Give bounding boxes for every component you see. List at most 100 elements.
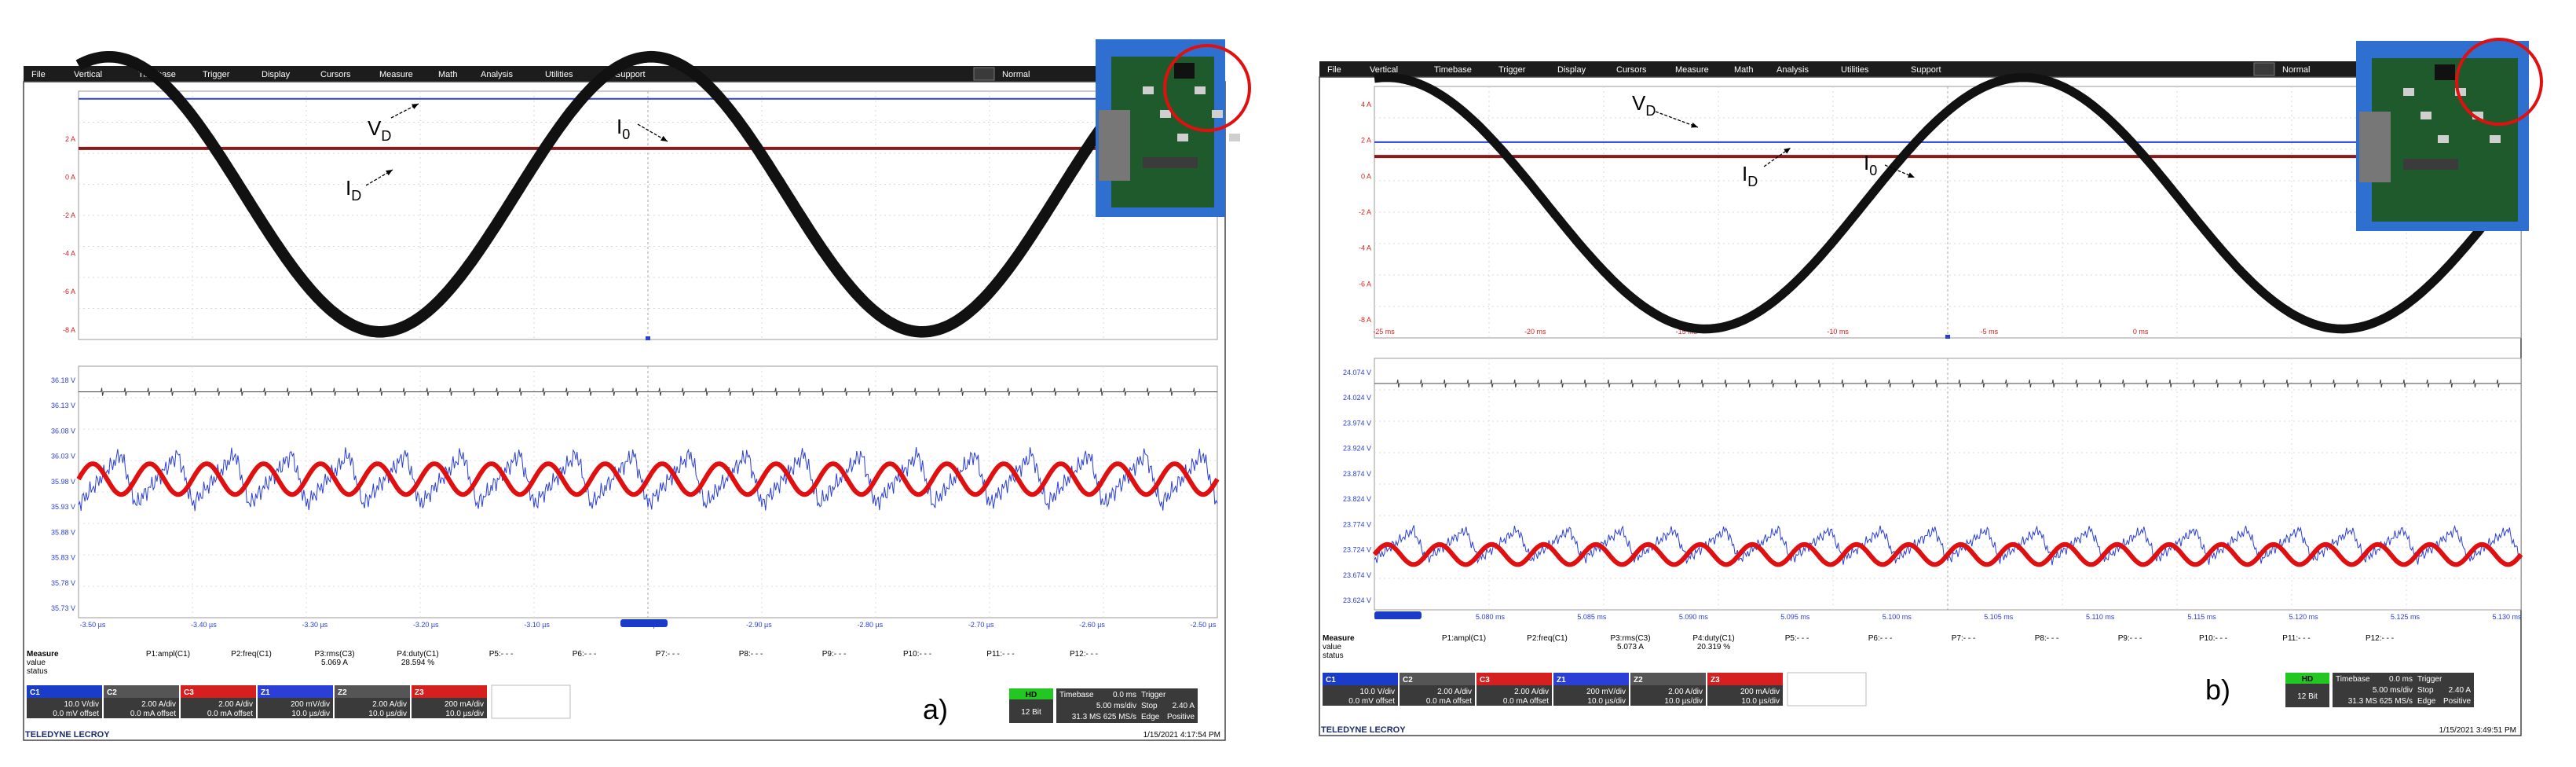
mode-label: Normal [2282, 65, 2310, 75]
channel-badge-c1[interactable] [1323, 673, 1398, 685]
position-marker[interactable] [620, 619, 668, 627]
menu-item-vertical[interactable]: Vertical [1370, 65, 1398, 75]
upper-x-tick: -15 ms [1676, 328, 1698, 336]
menu-item-analysis[interactable]: Analysis [481, 70, 513, 79]
lower-y-tick: 24.024 V [1343, 394, 1371, 402]
pcb-component [1195, 86, 1206, 94]
lower-x-tick: 5.085 ms [1577, 613, 1607, 621]
lower-x-tick: 5.080 ms [1476, 613, 1506, 621]
menu-item-support[interactable]: Support [1911, 65, 1941, 75]
mode-icon[interactable] [2253, 62, 2275, 76]
channel-badge-z2[interactable] [335, 685, 410, 698]
channel-badge-c1[interactable] [27, 685, 102, 698]
menu-item-math[interactable]: Math [438, 70, 457, 79]
channel-name: Z3 [415, 688, 424, 697]
menu-item-trigger[interactable]: Trigger [1498, 65, 1526, 75]
channel-badge-z3[interactable] [1707, 673, 1783, 685]
menu-item-timebase[interactable]: Timebase [1434, 65, 1472, 75]
hd-value: 12 Bit [1021, 708, 1041, 717]
trigger-level: 2.40 A [2449, 686, 2472, 695]
pcb-chip [2435, 64, 2455, 80]
pcb-component [2455, 88, 2466, 96]
channel-name: C1 [30, 688, 40, 697]
trigger-level: 2.40 A [1173, 702, 1195, 710]
heatsink [2359, 112, 2391, 182]
pcb-connector [1143, 157, 1198, 168]
timebase-samples: 31.3 MS 625 MS/s [2348, 697, 2413, 706]
pcb-component [2420, 112, 2431, 119]
annotation-id-upper: ID [1742, 162, 1758, 189]
menu-item-vertical[interactable]: Vertical [74, 70, 102, 79]
pcb-component [2403, 88, 2414, 96]
measure-header: P5:- - - [489, 650, 514, 659]
upper-x-tick: 0 ms [2133, 328, 2149, 336]
lower-y-tick: 23.974 V [1343, 419, 1371, 427]
timebase-delay: 0.0 ms [1113, 691, 1136, 699]
highlight-circle [1163, 44, 1251, 132]
channel-badge-c3[interactable] [1476, 673, 1552, 685]
upper-y-tick: -6 A [63, 288, 75, 295]
arrow-io-upper-head [1908, 172, 1915, 178]
channel-badge-c2[interactable] [1400, 673, 1475, 685]
timebase-box[interactable] [1056, 688, 1198, 723]
channel-offset: 10.0 µs/div [1664, 697, 1703, 706]
position-marker[interactable] [1374, 611, 1422, 619]
arrow-vd-upper-head [1691, 122, 1698, 128]
measure-header: P1:ampl(C1) [146, 650, 190, 659]
lower-y-tick: 23.724 V [1343, 546, 1371, 554]
channel-badge-c3[interactable] [181, 685, 256, 698]
channel-offset: 10.0 µs/div [291, 710, 330, 718]
upper-x-tick: -10 ms [1827, 328, 1849, 336]
oscilloscope-panel-b: File Vertical Timebase Trigger Display Cursor… [1288, 0, 2576, 767]
upper-y-tick: -2 A [1359, 208, 1371, 216]
brand-logo: TELEDYNE LECROY [1321, 725, 1406, 735]
trigger-type: Edge [2417, 697, 2436, 706]
upper-y-tick: 0 A [65, 173, 75, 181]
pcb-photo [1096, 39, 1251, 217]
measure-header: P7:- - - [656, 650, 680, 659]
menu-item-utilities[interactable]: Utilities [545, 70, 573, 79]
timebase-box[interactable] [2333, 673, 2474, 707]
lower-y-tick: 23.774 V [1343, 520, 1371, 528]
menu-bar [1319, 61, 2521, 77]
menu-item-analysis[interactable]: Analysis [1776, 65, 1809, 75]
channel-badge-z2[interactable] [1630, 673, 1706, 685]
mode-icon[interactable] [973, 67, 995, 81]
channel-info [104, 698, 179, 718]
channel-name: C1 [1326, 676, 1336, 684]
channel-badge-z1[interactable] [258, 685, 333, 698]
menu-item-math[interactable]: Math [1734, 65, 1753, 75]
menu-item-measure[interactable]: Measure [379, 70, 413, 79]
upper-x-tick: -20 ms [1524, 328, 1546, 336]
lower-x-tick: -2.50 µs [1191, 621, 1217, 629]
pcb-component [2472, 112, 2483, 119]
menu-item-file[interactable]: File [31, 70, 46, 79]
menu-item-display[interactable]: Display [262, 70, 291, 79]
timestamp: 1/15/2021 4:17:54 PM [1143, 731, 1220, 739]
menu-item-file[interactable]: File [1327, 65, 1341, 75]
channel-scale: 2.00 A/div [372, 700, 407, 709]
menu-item-cursors[interactable]: Cursors [320, 70, 351, 79]
channel-info [1707, 685, 1783, 706]
channel-badge-c2[interactable] [104, 685, 179, 698]
mode-label: Normal [1002, 70, 1030, 79]
channel-name: Z1 [1557, 676, 1566, 684]
menu-item-cursors[interactable]: Cursors [1616, 65, 1647, 75]
panel-label: b) [2205, 673, 2230, 706]
channel-name: Z2 [338, 688, 347, 697]
channel-badge-z3[interactable] [412, 685, 487, 698]
upper-y-tick: -8 A [1359, 316, 1371, 324]
menu-item-measure[interactable]: Measure [1675, 65, 1709, 75]
lower-y-tick: 36.18 V [51, 376, 75, 384]
channel-info [258, 698, 333, 718]
vd-trace-lower [78, 447, 1218, 512]
menu-item-trigger[interactable]: Trigger [203, 70, 230, 79]
menu-item-support[interactable]: Support [615, 70, 646, 79]
channel-badge-z1[interactable] [1553, 673, 1629, 685]
panel-label: a) [923, 693, 948, 725]
i0-trace-lower [1374, 379, 2521, 388]
menu-item-utilities[interactable]: Utilities [1841, 65, 1869, 75]
measure-header: P5:- - - [1785, 634, 1809, 643]
upper-y-tick: -4 A [1359, 244, 1371, 252]
menu-item-display[interactable]: Display [1557, 65, 1586, 75]
